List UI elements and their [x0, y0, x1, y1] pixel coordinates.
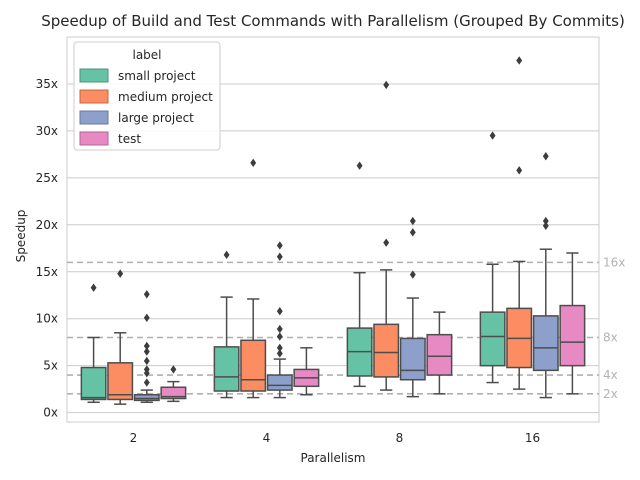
box [559, 304, 586, 367]
x-tick-label: 16 [525, 431, 540, 445]
box [373, 323, 400, 378]
legend-frame [73, 41, 221, 151]
y-tick-label: 25x [36, 171, 58, 185]
x-tick-label: 4 [263, 431, 271, 445]
box-plot [479, 131, 506, 384]
box-plot [532, 152, 559, 399]
box [479, 311, 506, 367]
x-axis-ticks: 2 4 8 16 [130, 431, 540, 445]
outlier-point [143, 378, 150, 387]
box [240, 339, 267, 392]
legend-entry: small project [118, 69, 196, 83]
reference-line-label: 16x [603, 255, 625, 269]
outlier-point [542, 152, 549, 161]
outlier-point [409, 216, 416, 226]
box [399, 337, 426, 381]
y-tick-label: 5x [43, 359, 58, 373]
legend-entry: medium project [118, 90, 213, 104]
box-plot [240, 158, 267, 399]
box-plot [373, 80, 400, 391]
outlier-point [143, 356, 150, 366]
box-plot [80, 283, 107, 404]
box [160, 386, 187, 400]
outlier-point [409, 270, 416, 279]
legend-swatch [79, 68, 109, 83]
chart-title: Speedup of Build and Test Commands with … [41, 12, 625, 30]
outlier-point [223, 250, 230, 260]
x-axis-label: Parallelism [301, 451, 366, 465]
outlier-point [276, 306, 283, 316]
y-tick-label: 10x [36, 312, 58, 326]
outlier-point [542, 216, 549, 226]
outlier-point [143, 365, 150, 374]
box [266, 374, 293, 391]
legend-title: label [132, 48, 161, 62]
box [426, 333, 453, 376]
x-tick-label: 8 [396, 431, 404, 445]
outlier-point [542, 221, 549, 230]
box-plot [293, 347, 320, 396]
outlier-point [143, 347, 150, 356]
box-plot [399, 216, 426, 398]
x-tick-label: 2 [130, 431, 138, 445]
box-plot [266, 241, 293, 399]
outlier-point [276, 324, 283, 334]
legend-swatch [79, 110, 109, 125]
outlier-point [170, 365, 177, 374]
y-tick-label: 15x [36, 265, 58, 279]
box-plot [213, 250, 240, 399]
legend-entry: large project [118, 111, 194, 125]
outlier-point [516, 56, 523, 65]
box-plot [559, 252, 586, 395]
outlier-point [143, 290, 150, 299]
legend-swatch [79, 89, 109, 104]
y-tick-label: 20x [36, 218, 58, 232]
legend: label small project medium project large pr… [73, 41, 221, 151]
outlier-point [276, 241, 283, 250]
box [80, 366, 107, 401]
box-plots [80, 56, 586, 405]
outlier-point [276, 332, 283, 341]
y-tick-label: 0x [43, 406, 58, 420]
box [532, 315, 559, 372]
legend-entry: test [118, 132, 141, 146]
outlier-point [383, 238, 390, 247]
box-plot [133, 290, 160, 404]
y-tick-label: 35x [36, 77, 58, 91]
outlier-point [383, 80, 390, 90]
outlier-point [516, 166, 523, 175]
box-plot [160, 365, 187, 403]
outlier-point [276, 343, 283, 353]
box-plot [346, 161, 373, 388]
outlier-point [276, 252, 283, 261]
outlier-point [143, 313, 150, 322]
box-plot [506, 56, 533, 390]
box-plot [107, 269, 134, 405]
outlier-point [489, 131, 496, 140]
outlier-point [356, 161, 363, 170]
outlier-point [409, 228, 416, 237]
box [107, 362, 134, 401]
reference-line-label: 2x [603, 387, 618, 401]
outlier-point [90, 283, 97, 292]
outlier-point [143, 341, 150, 351]
reference-line-label: 4x [603, 368, 618, 382]
y-axis-ticks: 0x 5x 10x 15x 20x 25x 30x 35x [36, 77, 58, 420]
y-axis-label: Speedup [14, 210, 28, 263]
y-tick-label: 30x [36, 124, 58, 138]
outlier-point [276, 349, 283, 358]
reference-line-label: 8x [603, 330, 618, 344]
box [133, 394, 160, 402]
outlier-point [250, 158, 257, 168]
box [213, 346, 240, 392]
outlier-point [117, 269, 124, 278]
box-plot [426, 311, 453, 395]
legend-swatch [79, 131, 109, 146]
